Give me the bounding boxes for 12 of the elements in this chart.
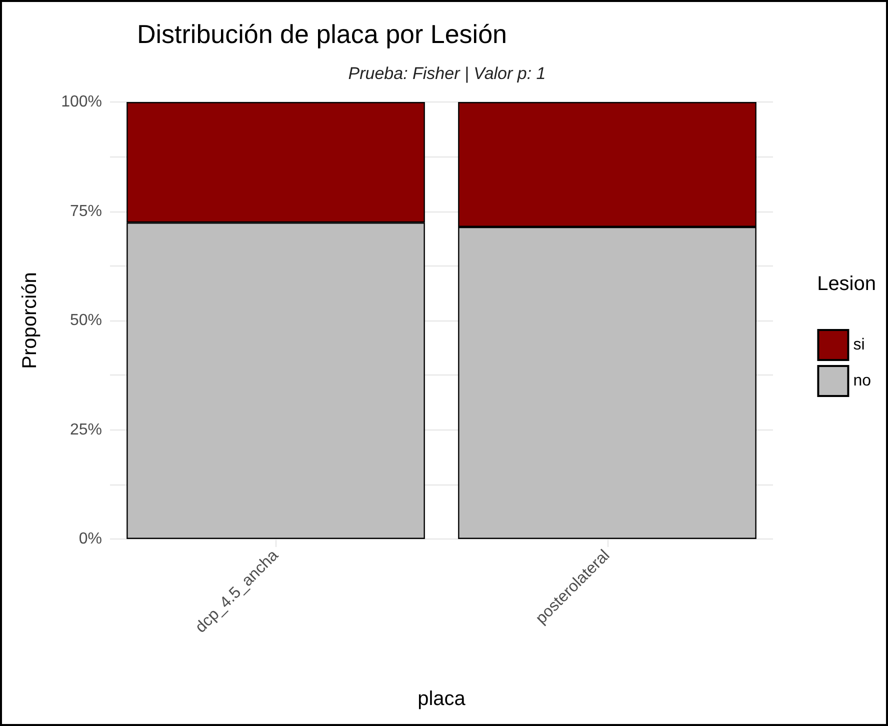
- y-tick-label: 50%: [70, 312, 102, 329]
- chart-title: Distribución de placa por Lesión: [137, 19, 507, 49]
- y-tick-label: 75%: [70, 202, 102, 220]
- y-axis-title: Proporción: [19, 272, 41, 369]
- legend-label: no: [853, 372, 872, 390]
- y-tick-label: 0%: [78, 530, 102, 548]
- legend-label: si: [853, 336, 865, 354]
- chart-subtitle: Prueba: Fisher | Valor p: 1: [348, 64, 546, 83]
- x-axis-title: placa: [418, 688, 466, 710]
- y-tick-label: 100%: [61, 94, 102, 110]
- legend-title: Lesion: [817, 273, 876, 295]
- y-tick-label: 25%: [70, 421, 102, 438]
